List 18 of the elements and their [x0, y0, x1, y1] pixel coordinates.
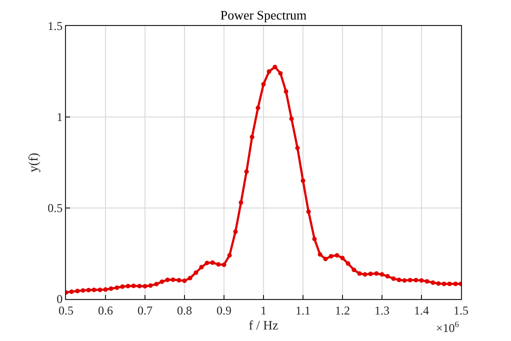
- y-tick-label: 0: [56, 292, 63, 306]
- x-axis-title: f / Hz: [248, 317, 279, 332]
- x-tick-label: 1.4: [414, 303, 429, 318]
- x-tick-label: 0.8: [177, 303, 192, 318]
- y-tick-label: 1: [56, 110, 63, 124]
- y-tick-label: 0.5: [48, 201, 63, 216]
- x-tick-label: 1.5: [454, 303, 468, 318]
- x-tick-label: 1.1: [296, 303, 310, 318]
- y-axis-title: y(f): [26, 152, 41, 172]
- y-tick-label: 1.5: [48, 19, 63, 34]
- chart-title: Power Spectrum: [220, 7, 307, 22]
- x-tick-label: 0.7: [138, 303, 152, 318]
- x-tick-label: 1.2: [335, 303, 350, 318]
- x-tick-label: 1.3: [374, 303, 390, 318]
- text: ×10$^{6}$: [436, 320, 459, 336]
- x-tick-label: 0.6: [98, 303, 113, 318]
- x-tick-label: 0.9: [216, 303, 232, 318]
- x-tick-label: 1: [260, 303, 266, 318]
